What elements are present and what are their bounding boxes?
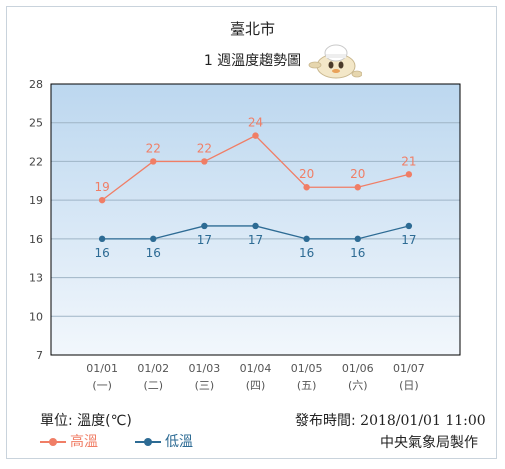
data-point-low: [354, 235, 361, 243]
unit-label: 單位: 溫度(℃): [40, 413, 132, 429]
data-label-high: 19: [94, 180, 109, 194]
data-label-low: 17: [248, 233, 263, 247]
data-label-high: 20: [299, 167, 314, 181]
data-point-low: [150, 235, 157, 243]
x-weekday-label: (一): [92, 379, 112, 392]
issued-label: 發布時間:: [295, 413, 356, 429]
data-point-low: [98, 235, 106, 243]
data-label-low: 16: [94, 246, 109, 260]
x-weekday-label: (五): [297, 379, 317, 392]
data-point-low: [303, 235, 310, 243]
x-tick-label: 01/05: [291, 362, 323, 375]
data-point-high: [405, 171, 413, 178]
legend-swatch-low: [135, 435, 161, 449]
data-label-low: 17: [197, 233, 212, 247]
data-label-high: 22: [146, 141, 161, 155]
data-label-high: 21: [401, 154, 416, 168]
data-point-low: [201, 222, 208, 230]
x-weekday-label: (日): [399, 379, 419, 392]
y-tick-label: 16: [29, 233, 43, 246]
x-weekday-label: (二): [143, 379, 163, 392]
legend-item-high: 高溫: [40, 431, 98, 451]
x-tick-label: 01/03: [189, 362, 221, 375]
y-tick-label: 25: [29, 117, 43, 130]
data-label-low: 17: [401, 233, 416, 247]
data-label-high: 24: [248, 116, 263, 130]
y-tick-label: 19: [29, 194, 43, 207]
data-point-low: [405, 222, 413, 230]
issued-time: 發布時間: 2018/01/01 11:00: [295, 410, 486, 430]
city-title: 臺北市: [229, 20, 275, 38]
x-tick-label: 01/06: [342, 362, 374, 375]
data-point-high: [98, 196, 106, 204]
data-point-low: [252, 222, 259, 230]
issued-value: 2018/01/01 11:00: [360, 413, 486, 429]
plot-border: [50, 83, 461, 356]
data-point-high: [150, 158, 157, 165]
data-label-high: 20: [350, 167, 365, 181]
plot-area: [51, 84, 460, 355]
data-label-low: 16: [299, 246, 314, 260]
y-tick-label: 7: [36, 349, 43, 362]
chart-subtitle: 1 週溫度趨勢圖: [203, 53, 302, 69]
legend-label-low: 低溫: [165, 434, 193, 450]
mascot-logo: [308, 44, 362, 79]
x-weekday-label: (三): [195, 379, 215, 392]
x-tick-label: 01/07: [393, 362, 425, 375]
agency-credit: 中央氣象局製作: [380, 435, 478, 451]
data-point-high: [354, 184, 361, 191]
x-tick-label: 01/01: [86, 362, 118, 375]
data-label-low: 16: [350, 246, 365, 260]
y-tick-label: 28: [29, 78, 43, 91]
data-point-high: [252, 132, 259, 139]
x-weekday-label: (六): [348, 379, 368, 392]
x-tick-label: 01/04: [240, 362, 272, 375]
data-point-high: [201, 158, 208, 165]
data-point-high: [303, 184, 310, 191]
y-tick-label: 22: [29, 155, 43, 168]
legend-swatch-high: [40, 435, 66, 449]
y-tick-label: 10: [29, 310, 43, 323]
x-weekday-label: (四): [246, 379, 266, 392]
y-tick-label: 13: [29, 272, 43, 285]
data-label-high: 22: [197, 141, 212, 155]
legend-label-high: 高溫: [70, 434, 98, 450]
data-label-low: 16: [146, 246, 161, 260]
x-tick-label: 01/02: [137, 362, 169, 375]
legend-item-low: 低溫: [135, 431, 193, 451]
